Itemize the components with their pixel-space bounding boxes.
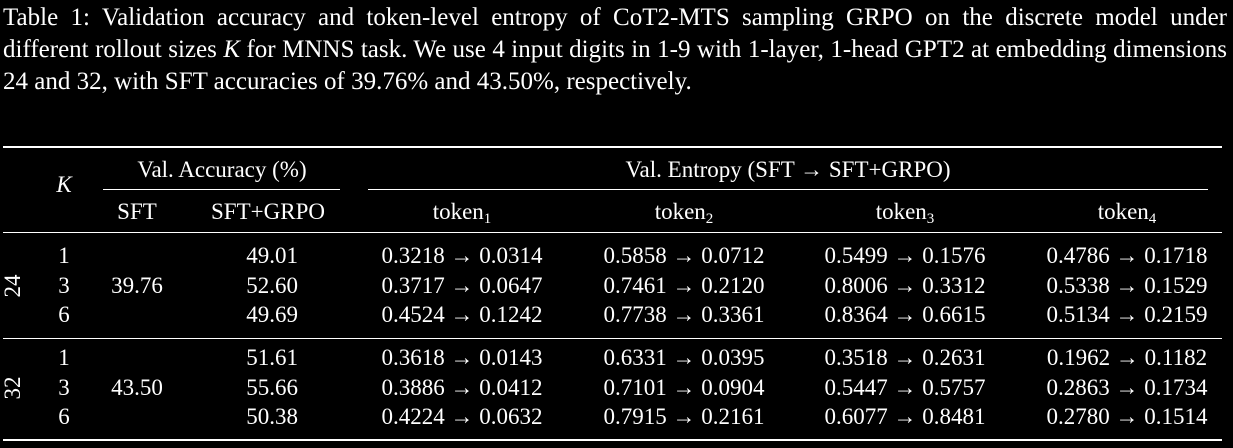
token-sub: 3 xyxy=(926,211,935,227)
token-sub: 2 xyxy=(705,211,714,227)
rule xyxy=(3,338,1222,339)
row-entropy: 0.6077 → 0.8481 xyxy=(824,404,986,429)
row-entropy: 0.4786 → 0.1718 xyxy=(1046,243,1208,268)
row-entropy: 0.3218 → 0.0314 xyxy=(381,243,543,268)
row-entropy: 0.2863 → 0.1734 xyxy=(1046,374,1208,400)
token-sub: 4 xyxy=(1148,211,1157,227)
row-entropy: 0.7101 → 0.0904 xyxy=(603,374,765,400)
row-entropy: 0.3886 → 0.0412 xyxy=(381,374,543,400)
row-entropy: 0.5447 → 0.5757 xyxy=(824,374,986,400)
header-token: token3 xyxy=(875,198,935,227)
token-base: token xyxy=(1097,199,1149,224)
row-entropy: 0.7461 → 0.2120 xyxy=(603,272,765,298)
row-entropy: 0.2780 → 0.1514 xyxy=(1046,404,1208,429)
row-k: 3 xyxy=(58,374,70,400)
header-k: K xyxy=(56,172,72,197)
row-entropy: 0.3518 → 0.2631 xyxy=(824,345,986,370)
row-entropy: 0.4224 → 0.0632 xyxy=(381,404,543,429)
row-entropy: 0.4524 → 0.1242 xyxy=(381,302,543,327)
header-token: token4 xyxy=(1097,198,1157,227)
rule xyxy=(3,232,1222,233)
row-entropy: 0.7915 → 0.2161 xyxy=(603,404,765,429)
token-base: token xyxy=(875,199,927,224)
row-entropy: 0.3717 → 0.0647 xyxy=(381,272,543,298)
row-entropy: 0.5338 → 0.1529 xyxy=(1046,272,1208,298)
rule xyxy=(3,439,1222,441)
row-k: 1 xyxy=(58,345,70,370)
group-dim: 32 xyxy=(0,376,25,400)
row-sft-grpo: 49.69 xyxy=(246,302,298,327)
row-k: 3 xyxy=(58,272,70,298)
caption-text: Validation accuracy and token-level entr… xyxy=(3,4,1227,63)
row-k: 6 xyxy=(58,404,70,429)
caption-variable: K xyxy=(223,36,240,63)
rule xyxy=(368,189,1208,190)
row-entropy: 0.8006 → 0.3312 xyxy=(824,272,986,298)
row-entropy: 0.8364 → 0.6615 xyxy=(824,302,986,327)
rule xyxy=(103,189,340,190)
group-sft: 43.50 xyxy=(111,374,163,400)
row-k: 6 xyxy=(58,302,70,327)
row-entropy: 0.5858 → 0.0712 xyxy=(603,243,765,268)
table-caption: Table 1: Validation accuracy and token-l… xyxy=(3,2,1227,98)
row-entropy: 0.5134 → 0.2159 xyxy=(1046,302,1208,327)
header-group: Val. Accuracy (%) xyxy=(137,157,307,182)
row-entropy: 0.7738 → 0.3361 xyxy=(603,302,765,327)
row-entropy: 0.6331 → 0.0395 xyxy=(603,345,765,370)
header-token: token1 xyxy=(432,198,492,227)
group-dim: 24 xyxy=(0,274,25,298)
rule xyxy=(3,146,1222,148)
row-entropy: 0.5499 → 0.1576 xyxy=(824,243,986,268)
header-group: Val. Entropy (SFT → SFT+GRPO) xyxy=(625,157,951,182)
caption-label: Table 1: xyxy=(3,4,90,31)
group-sft: 39.76 xyxy=(111,272,163,298)
row-entropy: 0.3618 → 0.0143 xyxy=(381,345,543,370)
token-base: token xyxy=(654,199,706,224)
row-k: 1 xyxy=(58,243,70,268)
header-token: token2 xyxy=(654,198,714,227)
row-entropy: 0.1962 → 0.1182 xyxy=(1046,345,1208,370)
row-sft-grpo: 49.01 xyxy=(246,243,298,268)
row-sft-grpo: 51.61 xyxy=(246,345,298,370)
row-sft-grpo: 52.60 xyxy=(246,272,298,298)
caption-text: for MNNS task. We use 4 input digits in … xyxy=(3,36,1228,95)
token-base: token xyxy=(432,199,484,224)
header-sft: SFT xyxy=(117,199,157,224)
row-sft-grpo: 50.38 xyxy=(246,404,298,429)
token-sub: 1 xyxy=(483,211,492,227)
header-sft-grpo: SFT+GRPO xyxy=(211,199,325,224)
row-sft-grpo: 55.66 xyxy=(246,374,298,400)
